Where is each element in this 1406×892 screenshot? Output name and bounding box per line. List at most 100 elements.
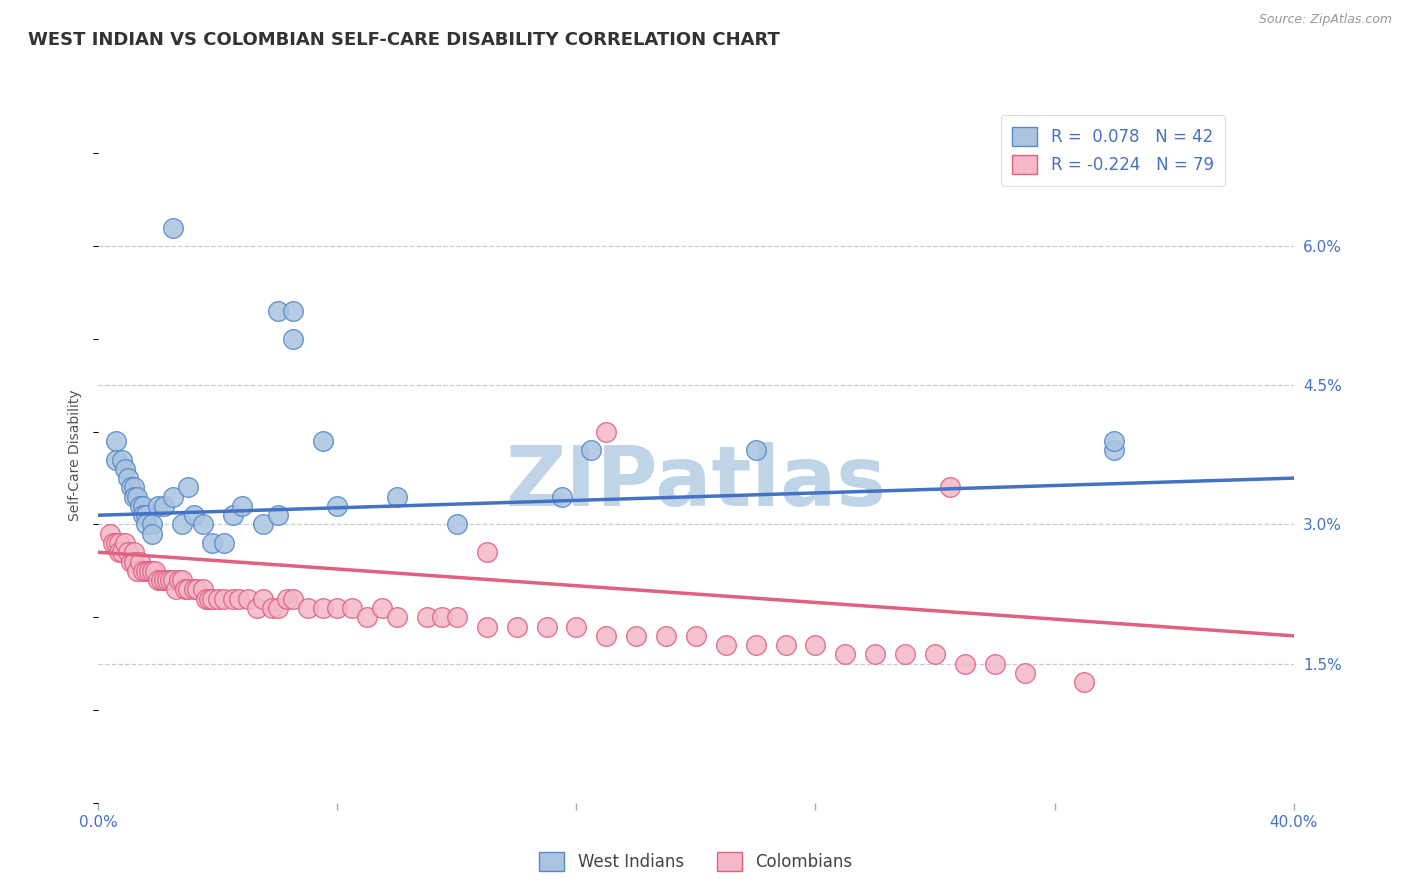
Point	[1104, 443, 1126, 458]
Point	[183, 508, 205, 523]
Point	[745, 443, 768, 458]
Point	[714, 638, 737, 652]
Point	[198, 591, 221, 606]
Point	[172, 517, 194, 532]
Point	[267, 304, 290, 318]
Point	[595, 629, 617, 643]
Point	[148, 573, 170, 587]
Point	[141, 526, 163, 541]
Point	[177, 480, 200, 494]
Point	[111, 545, 134, 559]
Point	[111, 452, 134, 467]
Point	[231, 499, 253, 513]
Point	[385, 490, 409, 504]
Point	[385, 610, 409, 624]
Point	[685, 629, 707, 643]
Point	[581, 443, 603, 458]
Point	[201, 591, 224, 606]
Point	[655, 629, 678, 643]
Point	[212, 536, 235, 550]
Point	[167, 573, 190, 587]
Text: ZIPatlas: ZIPatlas	[506, 442, 886, 524]
Point	[267, 508, 290, 523]
Point	[506, 619, 529, 633]
Text: Source: ZipAtlas.com: Source: ZipAtlas.com	[1258, 13, 1392, 27]
Y-axis label: Self-Care Disability: Self-Care Disability	[69, 389, 83, 521]
Point	[132, 499, 155, 513]
Point	[565, 619, 588, 633]
Point	[174, 582, 197, 597]
Point	[162, 220, 184, 235]
Legend: West Indians, Colombians: West Indians, Colombians	[533, 846, 859, 878]
Point	[281, 591, 304, 606]
Point	[132, 508, 155, 523]
Point	[191, 582, 214, 597]
Point	[114, 536, 136, 550]
Text: WEST INDIAN VS COLOMBIAN SELF-CARE DISABILITY CORRELATION CHART: WEST INDIAN VS COLOMBIAN SELF-CARE DISAB…	[28, 31, 780, 49]
Point	[153, 573, 176, 587]
Point	[124, 555, 146, 569]
Point	[103, 536, 125, 550]
Point	[100, 526, 122, 541]
Point	[953, 657, 976, 671]
Point	[108, 545, 131, 559]
Point	[745, 638, 768, 652]
Point	[371, 601, 394, 615]
Point	[120, 555, 142, 569]
Point	[212, 591, 235, 606]
Point	[356, 610, 378, 624]
Point	[222, 591, 245, 606]
Point	[127, 564, 149, 578]
Point	[222, 508, 245, 523]
Point	[138, 564, 160, 578]
Point	[281, 332, 304, 346]
Point	[105, 452, 128, 467]
Point	[297, 601, 319, 615]
Point	[260, 601, 283, 615]
Point	[129, 555, 152, 569]
Point	[135, 517, 157, 532]
Point	[114, 462, 136, 476]
Point	[416, 610, 439, 624]
Point	[252, 517, 274, 532]
Point	[1073, 675, 1095, 690]
Point	[626, 629, 648, 643]
Point	[595, 425, 617, 439]
Point	[165, 582, 187, 597]
Point	[120, 480, 142, 494]
Point	[267, 601, 290, 615]
Point	[191, 517, 214, 532]
Point	[924, 648, 946, 662]
Point	[1104, 434, 1126, 448]
Point	[446, 517, 468, 532]
Point	[207, 591, 229, 606]
Point	[446, 610, 468, 624]
Point	[276, 591, 298, 606]
Point	[156, 573, 179, 587]
Point	[326, 499, 349, 513]
Point	[342, 601, 364, 615]
Point	[865, 648, 887, 662]
Point	[105, 536, 128, 550]
Point	[129, 499, 152, 513]
Point	[135, 508, 157, 523]
Point	[153, 499, 176, 513]
Point	[132, 564, 155, 578]
Point	[143, 564, 166, 578]
Point	[475, 545, 498, 559]
Point	[326, 601, 349, 615]
Point	[150, 573, 173, 587]
Point	[939, 480, 962, 494]
Point	[124, 480, 146, 494]
Point	[804, 638, 827, 652]
Point	[135, 564, 157, 578]
Point	[430, 610, 453, 624]
Point	[124, 545, 146, 559]
Point	[124, 490, 146, 504]
Point	[894, 648, 917, 662]
Point	[148, 499, 170, 513]
Point	[108, 536, 131, 550]
Point	[172, 573, 194, 587]
Point	[475, 619, 498, 633]
Point	[536, 619, 558, 633]
